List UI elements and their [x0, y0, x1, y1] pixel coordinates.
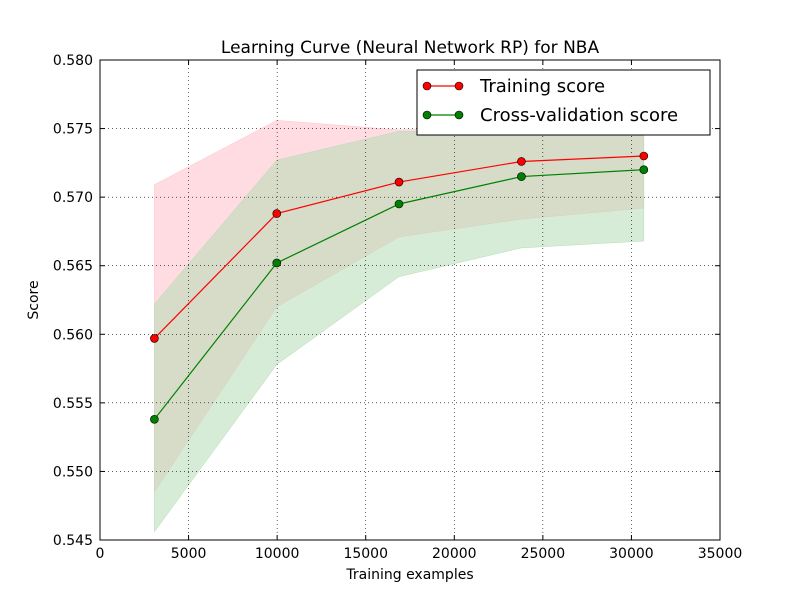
- axis-ticks: [99, 59, 721, 541]
- x-tick-labels: 0 5000 10000 15000 20000 25000 30000 35000: [96, 546, 743, 562]
- data-point-series-0: [272, 209, 282, 218]
- legend-marker-training-left: [422, 81, 432, 91]
- x-axis-label: Training examples: [345, 567, 473, 583]
- data-point-series-0: [394, 177, 404, 187]
- legend: Training score Cross-validation score: [416, 69, 711, 136]
- legend-label-cv: Cross-validation score: [480, 105, 678, 126]
- data-point-series-0: [517, 157, 526, 166]
- y-tick-label: 0.560: [53, 327, 93, 343]
- legend-box: [416, 69, 711, 136]
- x-tick-label: 30000: [609, 546, 654, 562]
- series-points: [150, 151, 649, 424]
- band-series-1: [154, 131, 645, 533]
- y-tick-label: 0.550: [53, 464, 93, 480]
- legend-marker-cv-left: [422, 110, 432, 120]
- x-tick-label: 5000: [171, 546, 207, 562]
- legend-label-training: Training score: [479, 76, 605, 97]
- y-tick-label: 0.575: [53, 122, 93, 138]
- x-tick-label: 20000: [432, 546, 477, 562]
- x-tick-label: 15000: [343, 546, 388, 562]
- data-point-series-1: [394, 199, 404, 209]
- legend-marker-training-right: [454, 81, 464, 91]
- y-axis-label: Score: [26, 280, 42, 319]
- y-tick-labels: 0.545 0.550 0.555 0.560 0.565 0.570 0.575 0.580: [53, 53, 93, 549]
- plot-area: [99, 59, 721, 541]
- data-point-series-1: [517, 172, 526, 181]
- data-point-series-1: [150, 415, 159, 424]
- data-point-series-1: [639, 165, 649, 175]
- x-tick-label: 0: [96, 546, 105, 562]
- y-tick-label: 0.555: [53, 396, 93, 412]
- plot-frame: [99, 59, 721, 541]
- x-tick-label: 25000: [521, 546, 566, 562]
- x-tick-label: 35000: [698, 546, 743, 562]
- y-tick-label: 0.565: [53, 259, 93, 275]
- y-tick-label: 0.580: [53, 53, 93, 69]
- grid-lines: [100, 60, 720, 540]
- x-tick-label: 10000: [255, 546, 300, 562]
- chart-title: Learning Curve (Neural Network RP) for N…: [221, 38, 600, 58]
- legend-marker-cv-right: [454, 110, 464, 120]
- y-tick-label: 0.545: [53, 533, 93, 549]
- data-point-series-0: [150, 334, 159, 343]
- y-tick-label: 0.570: [53, 190, 93, 206]
- data-point-series-1: [272, 258, 282, 268]
- data-point-series-0: [639, 151, 649, 161]
